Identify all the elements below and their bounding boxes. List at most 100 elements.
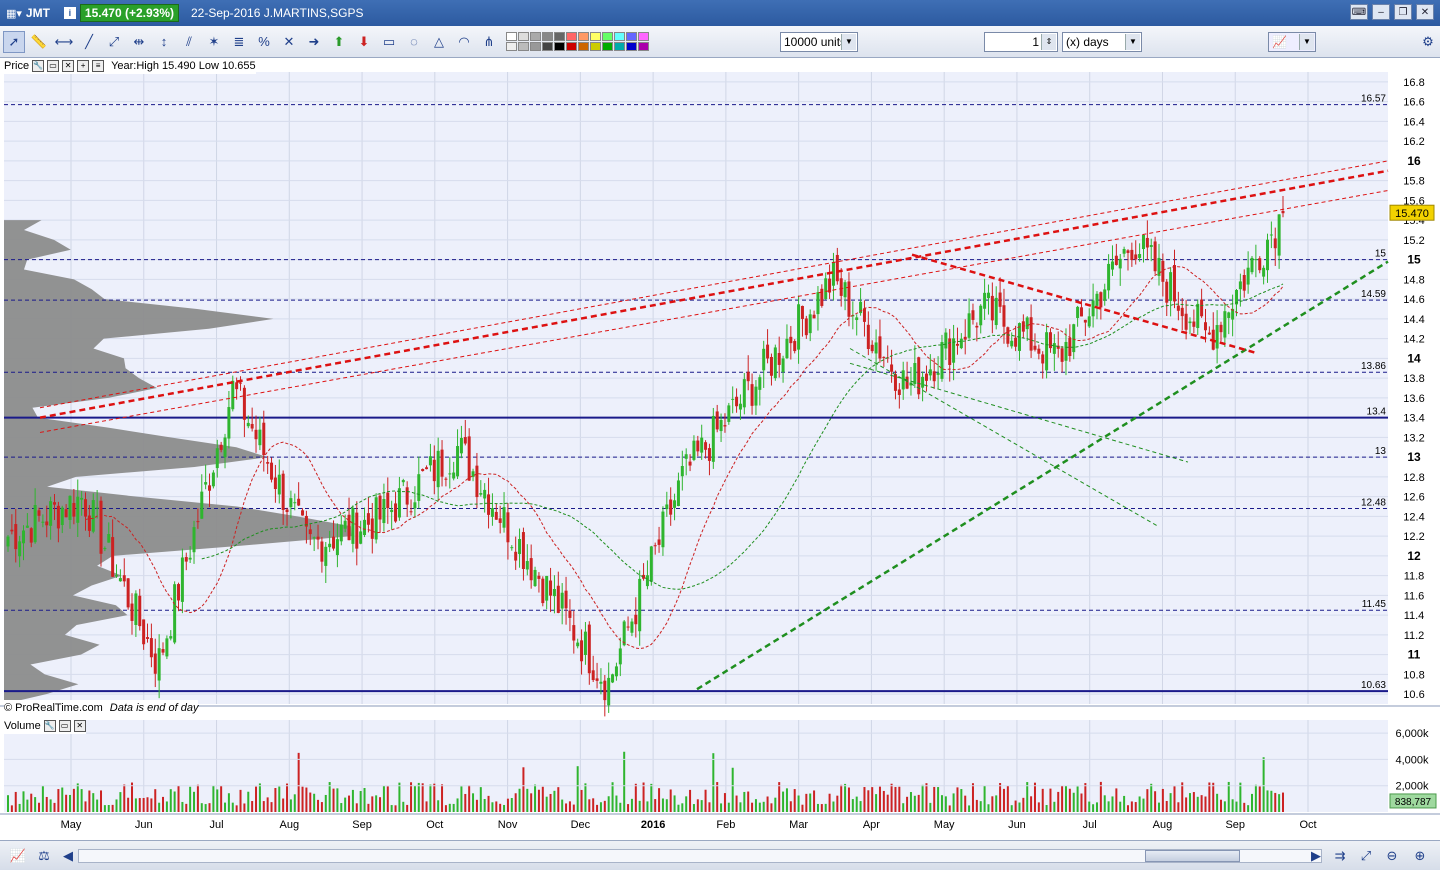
channel-icon[interactable]: ⫽ xyxy=(186,33,192,49)
volume-bar xyxy=(173,791,176,812)
maximize-icon[interactable]: ▭ xyxy=(47,60,60,72)
scroll-right-icon[interactable]: ▶ xyxy=(1311,848,1321,863)
cross-icon[interactable]: ✕ xyxy=(283,33,295,49)
candle-body xyxy=(324,546,328,566)
y-tick-label: 12.8 xyxy=(1403,472,1424,484)
volume-bar xyxy=(1270,790,1273,812)
volume-bar xyxy=(7,795,9,812)
volume-bar xyxy=(1188,793,1191,812)
candle-body xyxy=(1215,325,1219,349)
period-stepper[interactable]: 1 ⇕ xyxy=(984,32,1058,52)
candle-body xyxy=(955,343,959,346)
candle-body xyxy=(905,376,909,389)
candle-body xyxy=(928,369,932,376)
candle-body xyxy=(649,546,653,582)
zoom-out-icon[interactable]: ⊖ xyxy=(1386,848,1398,863)
last-volume-tag xyxy=(1389,793,1437,809)
rectangle-icon[interactable]: ▭ xyxy=(382,33,396,49)
add-indicator-icon[interactable]: + xyxy=(77,60,90,72)
candle-body xyxy=(618,648,622,665)
scroll-thumb[interactable] xyxy=(1145,850,1240,862)
wrench-icon[interactable]: 🔧 xyxy=(43,720,56,732)
percent-icon[interactable]: % xyxy=(258,34,270,49)
volume-bar xyxy=(394,805,397,812)
arrow-right-icon[interactable]: ➜ xyxy=(308,33,320,49)
chart-type-select[interactable]: 📈 ▼ xyxy=(1268,32,1316,52)
volume-bar xyxy=(1045,805,1048,812)
lasso-icon[interactable]: ◌ xyxy=(410,34,418,49)
candle-body xyxy=(487,494,491,515)
candle-body xyxy=(808,314,812,334)
candle-body xyxy=(994,297,998,326)
volume-bar xyxy=(991,796,994,812)
candle-body xyxy=(219,444,223,450)
chart-menu[interactable]: ▦▾ JMT xyxy=(6,6,50,20)
candle-body xyxy=(785,338,789,359)
chart-area[interactable]: May Jun Jul Aug Sep Oct Nov Dec 2016 Feb Mar Apr May… xyxy=(0,58,1440,840)
vertical-line-icon[interactable]: ↕ xyxy=(160,34,168,49)
ray-icon[interactable]: ⤢ xyxy=(108,33,120,49)
fibonacci-icon[interactable]: ≣ xyxy=(233,33,245,49)
zoom-in-icon[interactable]: ⊕ xyxy=(1414,848,1426,863)
candle-body xyxy=(1200,299,1204,317)
candle-body xyxy=(103,548,107,550)
wrench-icon[interactable]: 🔧 xyxy=(32,60,45,72)
arc-icon[interactable]: ◠ xyxy=(458,33,470,49)
y-tick-label: 14.8 xyxy=(1403,274,1424,286)
level-label: 10.63 xyxy=(1361,680,1386,691)
volume-bar xyxy=(1150,783,1153,812)
chart-list-icon[interactable]: 📈 xyxy=(9,848,27,863)
level-label: 13.86 xyxy=(1361,361,1386,372)
info-icon[interactable]: i xyxy=(63,7,76,19)
volume-bar xyxy=(572,804,575,812)
triangle-icon[interactable]: △ xyxy=(434,33,444,49)
candle-body xyxy=(1006,327,1010,344)
minimize-button[interactable]: – xyxy=(1372,4,1390,20)
pitchfork-icon[interactable]: ⋔ xyxy=(483,33,495,49)
segment-icon[interactable]: ⟷ xyxy=(54,33,74,49)
scroll-left-icon[interactable]: ◀ xyxy=(63,848,73,863)
keyboard-icon[interactable]: ⌨ xyxy=(1350,4,1368,20)
close-button[interactable]: ✕ xyxy=(1416,4,1434,20)
volume-bar xyxy=(917,794,920,812)
arrow-down-icon[interactable]: ⬇ xyxy=(358,33,370,49)
fit-icon[interactable]: ⤢ xyxy=(1360,848,1372,863)
period-unit-select[interactable]: (x) days ▼ xyxy=(1062,32,1142,52)
candle-body xyxy=(967,313,971,338)
options-icon[interactable]: ⚙ xyxy=(1422,34,1434,49)
arrow-up-icon[interactable]: ⬆ xyxy=(333,33,345,49)
candle-body xyxy=(273,477,277,490)
maximize-icon[interactable]: ▭ xyxy=(58,720,71,732)
auto-scroll-icon[interactable]: ⇉ xyxy=(1334,848,1346,863)
compare-icon[interactable]: ⚖ xyxy=(38,848,50,863)
scroll-track[interactable] xyxy=(78,849,1322,863)
candle-body xyxy=(366,513,370,525)
candle-body xyxy=(134,593,138,625)
candle-body xyxy=(665,504,669,510)
chart-canvas[interactable]: May Jun Jul Aug Sep Oct Nov Dec 2016 Feb Mar Apr May… xyxy=(0,58,1440,840)
restore-button[interactable]: ❐ xyxy=(1394,4,1412,20)
volume-bar xyxy=(526,788,529,812)
volume-bar xyxy=(185,803,188,812)
volume-bar xyxy=(789,801,792,812)
close-icon[interactable]: ✕ xyxy=(73,720,86,732)
volume-bar xyxy=(10,805,13,812)
volume-bar xyxy=(468,785,471,812)
volume-bar xyxy=(607,796,610,812)
cursor-icon[interactable]: ➚ xyxy=(3,30,25,53)
volume-bar xyxy=(363,788,366,812)
units-select[interactable]: 10000 units ▼ xyxy=(780,32,858,52)
close-icon[interactable]: ✕ xyxy=(62,60,75,72)
color-palette[interactable] xyxy=(506,32,649,51)
horizontal-line-icon[interactable]: ⇹ xyxy=(133,33,145,49)
fan-icon[interactable]: ✶ xyxy=(208,33,220,49)
candle-body xyxy=(742,379,746,408)
trendline-icon[interactable]: ╱ xyxy=(85,33,93,49)
volume-bar xyxy=(859,801,862,812)
volume-bar xyxy=(1049,788,1052,812)
volume-bar xyxy=(204,804,207,812)
ruler-icon[interactable]: 📏 xyxy=(30,33,48,49)
layers-icon[interactable]: ≡ xyxy=(92,60,105,72)
volume-bar xyxy=(716,782,719,812)
candle-body xyxy=(320,541,324,562)
